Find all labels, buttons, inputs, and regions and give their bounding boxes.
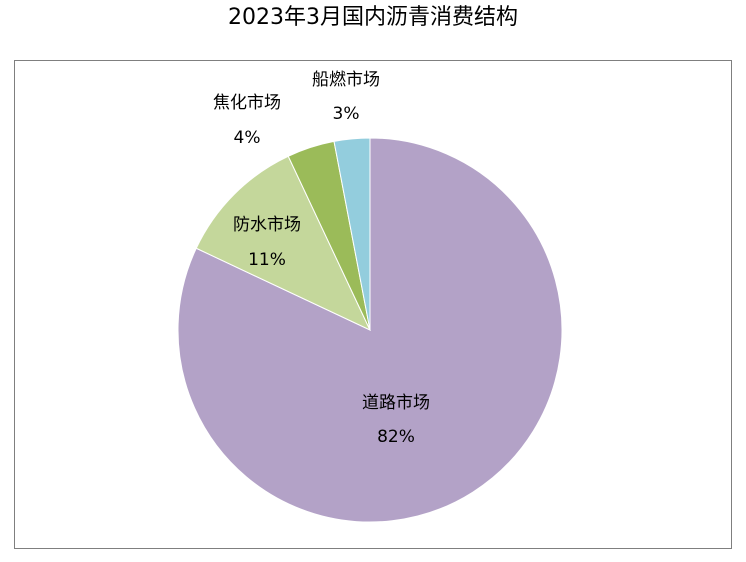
pie-slice-2 xyxy=(195,155,372,332)
slice-label-value-3: 4% xyxy=(234,128,261,148)
slice-label-name-3: 焦化市场 xyxy=(213,93,281,113)
chart-title: 2023年3月国内沥青消费结构 xyxy=(228,5,518,30)
pie-slice-4 xyxy=(333,137,371,331)
slice-label-value-4: 3% xyxy=(333,104,360,124)
slice-label-value-1: 82% xyxy=(377,427,415,447)
slice-label-name-4: 船燃市场 xyxy=(312,70,380,90)
pie-slices xyxy=(177,137,563,523)
slice-label-value-2: 11% xyxy=(248,250,286,270)
slice-label-name-1: 道路市场 xyxy=(362,393,430,413)
slice-label-name-2: 防水市场 xyxy=(233,215,301,235)
pie-labels: 道路市场 82% 防水市场 11% 焦化市场 4% 船燃市场 3% xyxy=(213,70,430,447)
